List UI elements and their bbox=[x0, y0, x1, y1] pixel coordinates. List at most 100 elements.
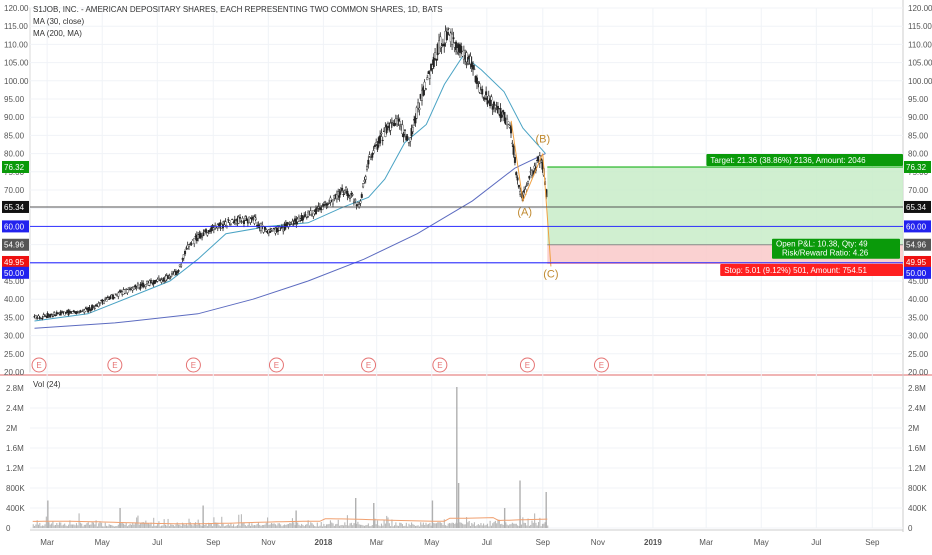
volume-bar bbox=[484, 525, 486, 528]
volume-bar bbox=[257, 522, 259, 528]
volume-tick-right: 400K bbox=[908, 504, 927, 513]
candle-body bbox=[223, 220, 226, 222]
candle-body bbox=[134, 284, 137, 288]
price-tag-left: 60.00 bbox=[4, 222, 25, 231]
volume-bar bbox=[431, 500, 434, 528]
volume-bar bbox=[175, 524, 177, 528]
volume-bar bbox=[382, 525, 384, 528]
volume-bar bbox=[442, 524, 444, 528]
earnings-marker bbox=[519, 357, 535, 373]
volume-bar bbox=[518, 525, 520, 528]
volume-bar bbox=[308, 525, 311, 528]
candle-body bbox=[469, 56, 472, 65]
candle-body bbox=[499, 107, 502, 118]
candle-body bbox=[445, 31, 448, 41]
volume-bar bbox=[358, 524, 360, 528]
volume-tick-left: 400K bbox=[6, 504, 25, 513]
price-tag-right-bg bbox=[904, 200, 931, 213]
candle-body bbox=[487, 95, 490, 101]
volume-bar bbox=[541, 523, 544, 528]
candle-body bbox=[157, 277, 160, 281]
candle-body bbox=[465, 52, 468, 63]
volume-bar bbox=[219, 526, 222, 528]
price-tag-right: 65.34 bbox=[906, 203, 927, 212]
volume-bar bbox=[231, 526, 233, 528]
volume-bar bbox=[87, 522, 89, 528]
volume-bar bbox=[133, 524, 135, 528]
volume-bar bbox=[446, 525, 448, 528]
volume-bar bbox=[361, 524, 363, 528]
volume-bar bbox=[223, 526, 225, 528]
candle-body bbox=[367, 159, 370, 165]
volume-bar bbox=[424, 525, 426, 528]
volume-bar bbox=[66, 526, 68, 528]
volume-bar bbox=[513, 523, 515, 528]
volume-bar bbox=[418, 526, 420, 528]
volume-bar bbox=[407, 526, 409, 528]
volume-bar bbox=[103, 526, 105, 528]
volume-bar bbox=[201, 525, 203, 528]
candle-body bbox=[237, 216, 240, 224]
candle-body bbox=[133, 286, 136, 290]
volume-bar bbox=[236, 525, 239, 528]
candle-body bbox=[341, 187, 344, 191]
volume-bar bbox=[88, 524, 91, 528]
candle-body bbox=[409, 137, 412, 142]
earnings-marker-label: E bbox=[599, 361, 604, 370]
target-label-bg bbox=[706, 153, 903, 166]
candle-body bbox=[503, 111, 506, 122]
candle-body bbox=[112, 294, 115, 300]
volume-bar bbox=[255, 525, 257, 528]
candle-body bbox=[338, 191, 341, 198]
volume-bar bbox=[350, 522, 352, 528]
volume-bar bbox=[230, 523, 232, 528]
candle-body bbox=[180, 264, 183, 267]
volume-bar bbox=[457, 483, 460, 528]
volume-bar bbox=[149, 524, 151, 528]
ma200-legend[interactable]: MA (200, MA) bbox=[33, 29, 82, 38]
volume-bar bbox=[405, 522, 407, 528]
candle-body bbox=[113, 297, 116, 299]
price-tag-left: 76.32 bbox=[4, 163, 25, 172]
volume-bar bbox=[489, 520, 491, 528]
volume-bar bbox=[357, 521, 359, 528]
candle-body bbox=[72, 310, 75, 312]
volume-bar bbox=[290, 523, 292, 528]
volume-bar bbox=[447, 523, 449, 528]
ma30-legend[interactable]: MA (30, close) bbox=[33, 17, 85, 26]
candle-body bbox=[368, 154, 371, 157]
candle-body bbox=[84, 308, 87, 312]
candle-body bbox=[139, 283, 142, 289]
volume-bar bbox=[75, 523, 78, 528]
volume-bar bbox=[60, 522, 62, 528]
volume-bar bbox=[315, 526, 317, 528]
volume-bar bbox=[134, 522, 136, 528]
volume-bar bbox=[198, 522, 201, 528]
volume-bar bbox=[162, 525, 164, 528]
candle-body bbox=[87, 308, 90, 313]
volume-bar bbox=[56, 523, 58, 528]
time-tick-label: May bbox=[95, 538, 110, 547]
volume-bar bbox=[336, 523, 338, 528]
price-tick-left: 45.00 bbox=[4, 277, 25, 286]
volume-tick-left: 1.6M bbox=[6, 444, 24, 453]
volume-bar bbox=[445, 525, 447, 528]
candle-body bbox=[321, 205, 324, 210]
volume-bar bbox=[543, 523, 545, 528]
volume-bar bbox=[48, 522, 50, 528]
candle-body bbox=[201, 236, 204, 238]
volume-bar bbox=[202, 505, 204, 528]
volume-bar bbox=[378, 525, 380, 528]
volume-bar bbox=[307, 520, 309, 528]
volume-bar bbox=[138, 524, 140, 528]
candle-body bbox=[156, 279, 159, 282]
price-tag-right: 54.96 bbox=[906, 241, 927, 250]
volume-bar bbox=[69, 520, 71, 528]
volume-bar bbox=[494, 520, 496, 528]
volume-bar bbox=[524, 522, 527, 528]
volume-bar bbox=[81, 523, 83, 528]
volume-legend[interactable]: Vol (24) bbox=[33, 380, 61, 389]
volume-bar bbox=[526, 525, 528, 528]
candle-body bbox=[38, 317, 41, 319]
